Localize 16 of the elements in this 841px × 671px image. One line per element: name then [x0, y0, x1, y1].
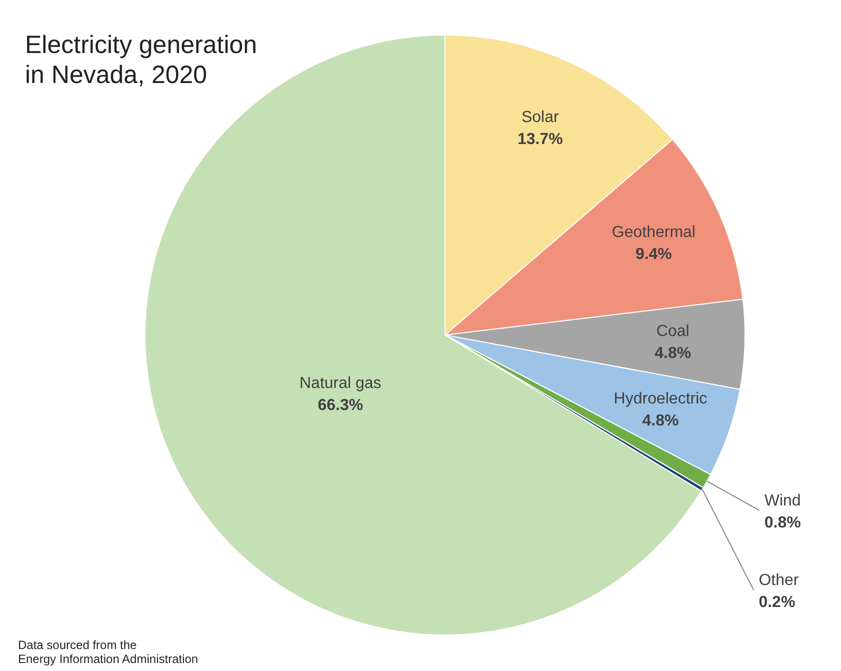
- data-label: 9.4%: [635, 246, 672, 264]
- data-label: 4.8%: [654, 345, 692, 362]
- data-label: 66.3%: [318, 396, 364, 414]
- slice-label: Geothermal: [612, 224, 696, 242]
- slice-label: Other: [758, 572, 800, 590]
- slice-label: Coal: [656, 323, 690, 340]
- data-label: 13.7%: [517, 130, 563, 148]
- chart-title: Electricity generation in Nevada, 2020: [25, 31, 258, 89]
- slice-label: Solar: [521, 108, 560, 126]
- slice-label: Natural gas: [299, 374, 382, 392]
- slice-label: Hydroelectric: [614, 390, 708, 408]
- data-label: 4.8%: [642, 412, 679, 430]
- text: Data sourced from the Energy Information Administration: [18, 638, 198, 666]
- data-label: 0.2%: [758, 594, 796, 612]
- slice-label: Wind: [764, 492, 801, 510]
- data-label: 0.8%: [764, 514, 801, 532]
